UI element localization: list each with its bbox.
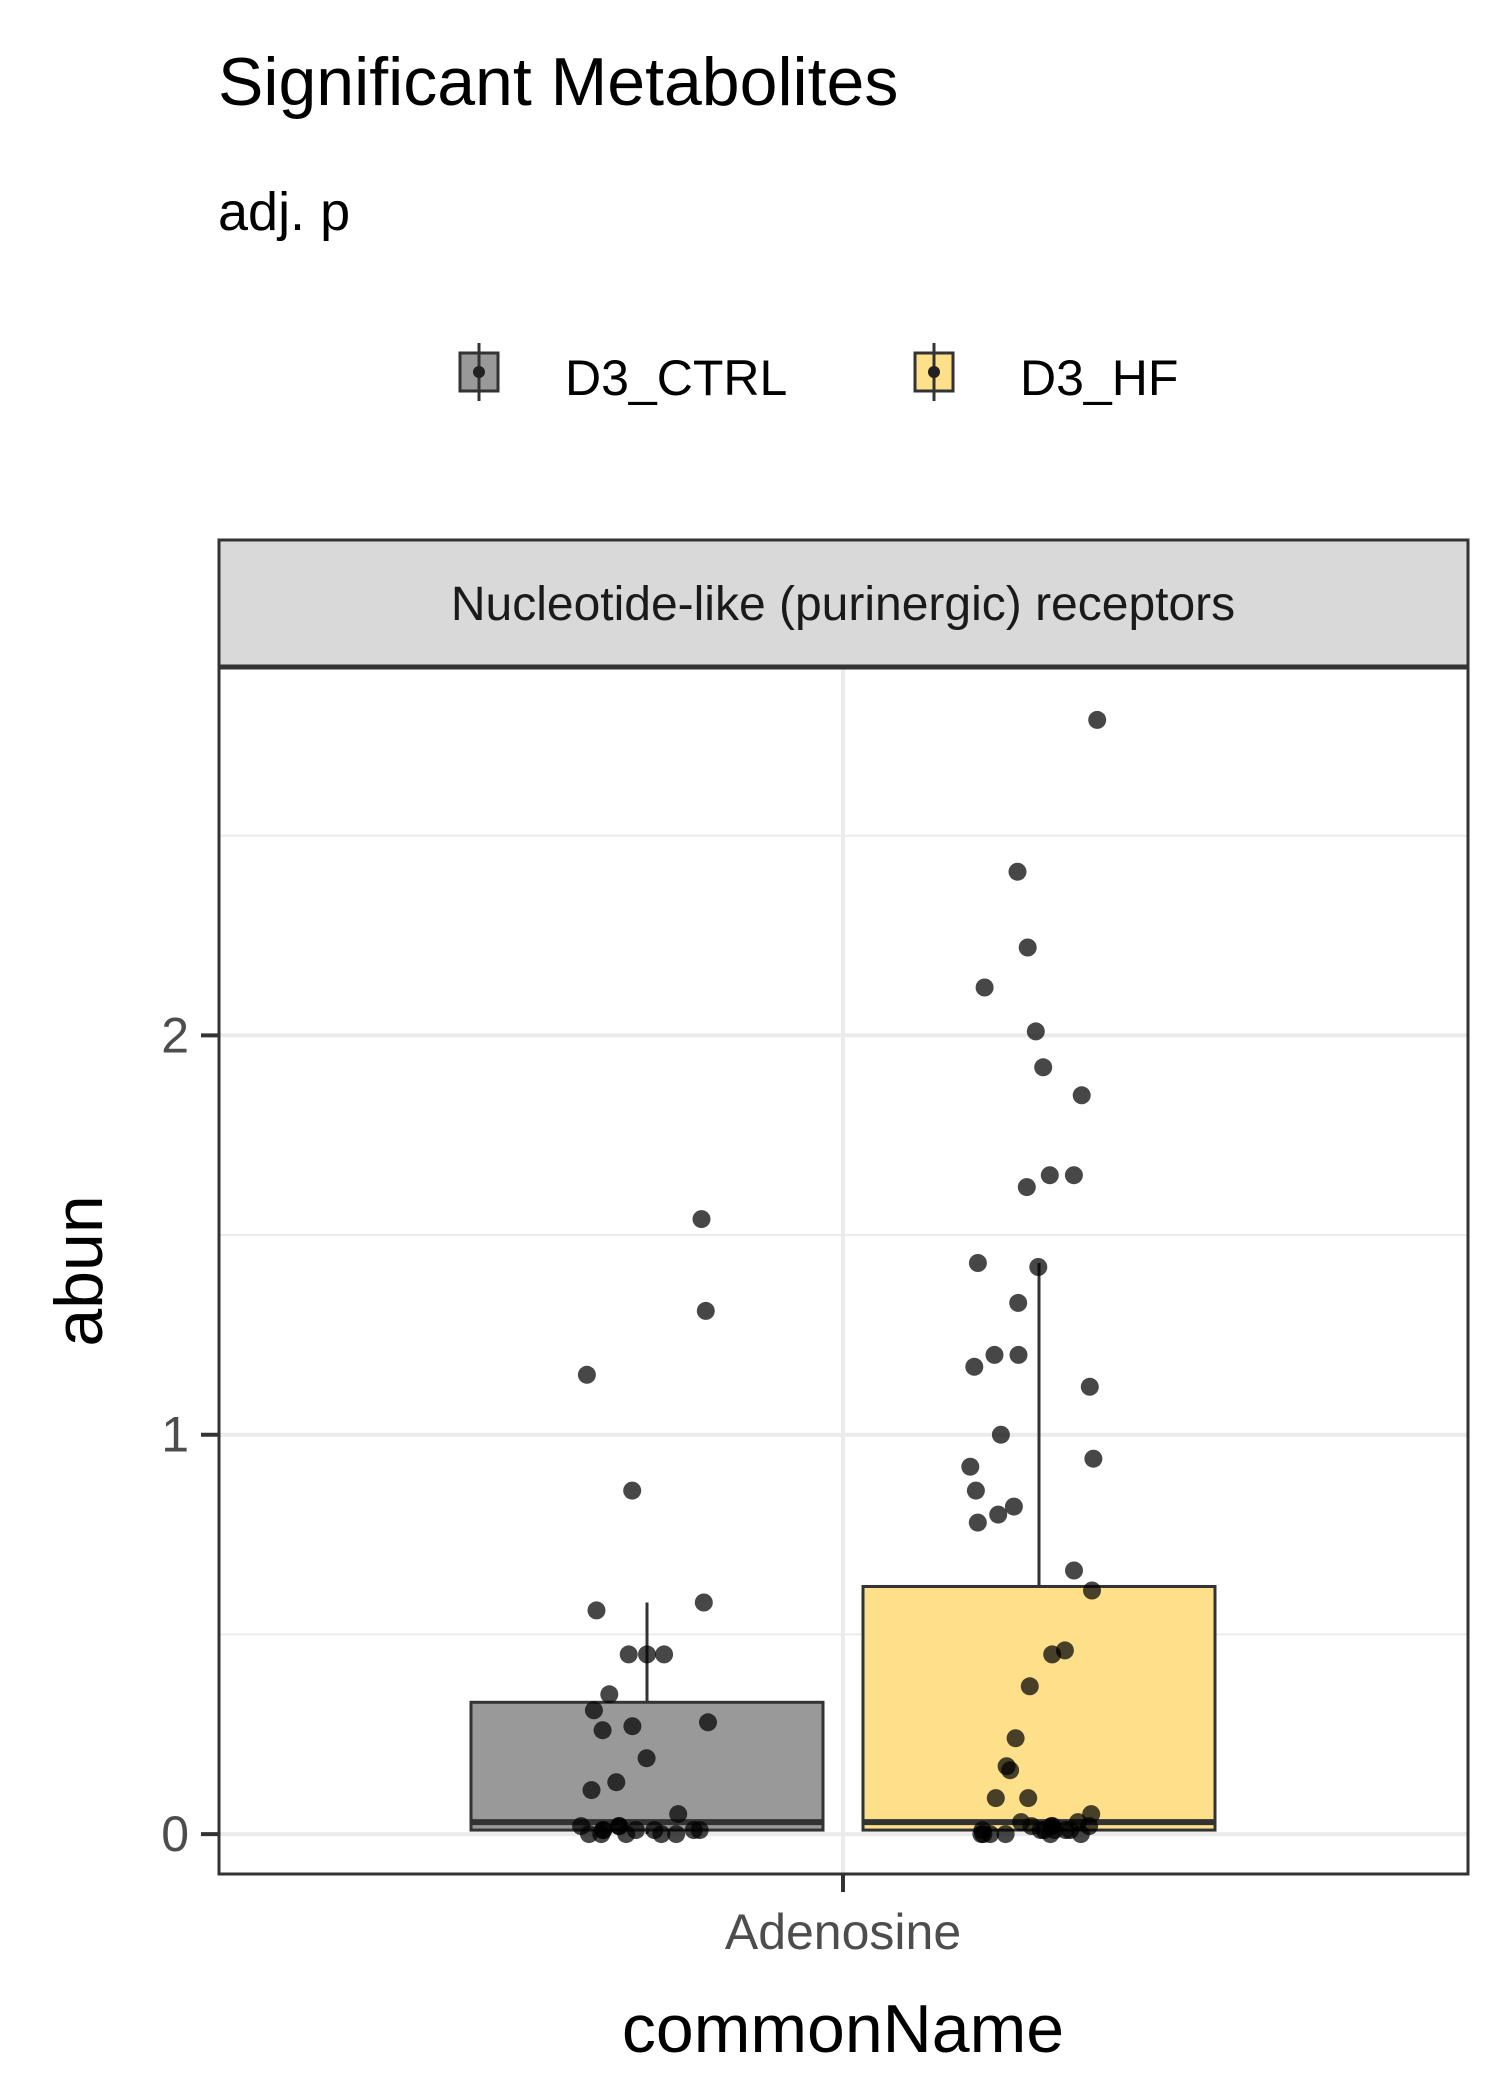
data-point [619,1645,638,1664]
data-point [1041,1825,1060,1844]
data-point [985,1345,1004,1364]
boxes [469,1263,1217,1835]
data-point [1019,1789,1038,1808]
data-point [655,1645,674,1664]
data-point [637,1749,656,1768]
data-point [1020,1677,1039,1696]
data-point [667,1825,686,1844]
x-tick-label: Adenosine [725,1904,961,1960]
data-point [696,1301,715,1320]
data-point [975,978,994,997]
facet-strip: Nucleotide-like (purinergic) receptors [217,538,1470,668]
data-point [684,1821,703,1840]
data-point [981,1825,1000,1844]
data-point [692,1210,711,1229]
data-point [587,1601,606,1620]
data-point [996,1825,1015,1844]
chart-title: Significant Metabolites [218,44,898,120]
data-point [623,1717,642,1736]
data-point [1084,1449,1103,1468]
plot-area [217,666,1470,1876]
data-point [1029,1258,1048,1276]
data-point [1001,1761,1020,1780]
data-point [577,1365,596,1384]
data-point [1080,1377,1099,1396]
legend-key-ctrl-dot [473,366,485,378]
data-point [592,1825,611,1844]
data-point [617,1825,636,1844]
data-point [991,1425,1010,1444]
data-point [965,1357,984,1376]
x-axis: Adenosine [725,1874,961,1960]
chart-subtitle: adj. p [218,182,350,242]
data-point [669,1805,688,1824]
facet-strip-label: Nucleotide-like (purinergic) receptors [451,578,1235,631]
facet-strip-background [217,538,1470,668]
data-point [1065,1561,1083,1580]
data-point [1006,1729,1025,1748]
data-point [623,1481,642,1500]
data-point [1018,938,1037,957]
data-point [607,1773,626,1792]
data-point [582,1781,601,1800]
data-point [600,1685,619,1704]
data-point [1004,1497,1023,1516]
data-point [1043,1645,1062,1664]
data-point [638,1645,656,1664]
y-axis: 0 1 2 [161,1007,219,1862]
y-axis-label: abun [41,1195,117,1346]
data-point [1083,1581,1101,1600]
box-hf [861,1584,1217,1832]
data-point [584,1701,603,1720]
y-tick-label: 2 [161,1007,189,1063]
legend: D3_CTRL D3_HF [458,343,1178,406]
data-point [968,1513,987,1532]
data-point [1008,862,1027,881]
data-point [968,1254,987,1272]
legend-label-hf: D3_HF [1020,350,1178,406]
y-tick-label: 0 [161,1806,189,1862]
data-point [1064,1166,1083,1185]
y-tick-label: 1 [161,1407,189,1463]
data-point [580,1825,598,1844]
data-point [1017,1178,1036,1197]
data-point [1026,1022,1045,1041]
data-point [699,1713,717,1732]
data-point [1088,710,1107,729]
data-point [1071,1825,1090,1844]
data-point [694,1593,713,1612]
grid [219,668,1468,1874]
legend-label-ctrl: D3_CTRL [565,350,787,406]
data-point [989,1505,1008,1524]
data-point [966,1481,985,1500]
data-point [593,1721,612,1740]
data-point [1009,1345,1028,1364]
data-point [1034,1058,1053,1077]
data-point [1072,1086,1091,1105]
data-point [1040,1166,1059,1185]
data-point [961,1457,980,1476]
data-point [652,1825,671,1844]
points [572,710,1107,1844]
data-point [986,1789,1005,1808]
data-point [1009,1293,1028,1312]
legend-key-hf-dot [928,366,940,378]
x-axis-label: commonName [622,1991,1064,2067]
